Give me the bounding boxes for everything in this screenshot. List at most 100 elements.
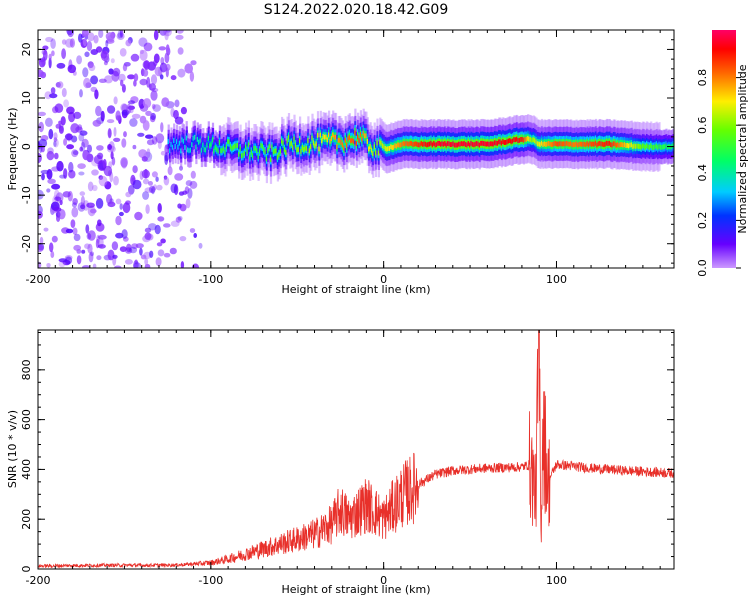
noise-blob — [60, 116, 66, 126]
y-tick-label: 800 — [20, 359, 33, 380]
noise-blob — [113, 126, 117, 137]
noise-blob — [146, 76, 151, 88]
trace-cell — [538, 141, 541, 147]
noise-blob — [163, 223, 171, 228]
trace-cell — [618, 143, 621, 148]
noise-blob — [151, 136, 158, 145]
noise-blob — [41, 49, 47, 55]
trace-cell — [481, 140, 484, 146]
trace-cell — [583, 141, 586, 147]
trace-cell — [328, 132, 331, 138]
trace-cell — [228, 139, 231, 145]
noise-blob — [142, 191, 150, 200]
trace-cell — [253, 145, 256, 151]
x-tick-label: -100 — [198, 273, 223, 286]
noise-blob — [122, 63, 128, 72]
trace-cell — [227, 139, 230, 144]
noise-blob — [98, 30, 104, 38]
noise-blob — [57, 81, 64, 89]
trace-cell — [293, 136, 296, 142]
noise-blob — [139, 78, 148, 86]
trace-cell — [617, 142, 620, 147]
trace-cell — [192, 135, 195, 141]
trace-cell — [437, 141, 440, 146]
noise-blob — [107, 249, 115, 261]
trace-cell — [261, 143, 264, 149]
noise-blob — [177, 68, 186, 78]
trace-cell — [506, 139, 509, 145]
trace-cell — [564, 141, 567, 147]
trace-cell — [453, 142, 456, 148]
trace-cell — [254, 145, 257, 151]
trace-cell — [581, 141, 584, 147]
noise-blob — [138, 149, 148, 159]
noise-blob — [54, 152, 59, 160]
trace-cell — [511, 138, 515, 144]
noise-blob — [54, 103, 64, 113]
trace-cell — [550, 142, 553, 147]
trace-cell — [623, 142, 627, 148]
noise-blob — [145, 110, 152, 116]
noise-blob — [65, 38, 74, 48]
noise-blob — [149, 250, 154, 258]
noise-blob — [150, 90, 158, 101]
x-tick-label: -200 — [26, 273, 51, 286]
noise-blob — [97, 234, 107, 240]
noise-blob — [126, 103, 132, 114]
trace-cell — [404, 141, 407, 147]
trace-cell — [268, 144, 271, 149]
trace-cell — [599, 140, 602, 146]
trace-cell — [199, 138, 202, 144]
noise-blob — [81, 249, 86, 254]
trace-cell — [380, 140, 383, 146]
noise-blob — [121, 229, 128, 239]
noise-blob — [53, 138, 59, 148]
noise-blob — [165, 63, 171, 71]
noise-blob — [100, 110, 105, 122]
noise-blob — [119, 203, 123, 210]
y-tick-label: 600 — [20, 409, 33, 430]
noise-blob — [86, 233, 92, 240]
noise-blob — [87, 243, 93, 254]
trace-cell — [332, 132, 335, 138]
trace-cell — [221, 147, 224, 153]
trace-cell — [363, 133, 367, 139]
noise-blob — [110, 58, 115, 64]
trace-cell — [574, 142, 577, 148]
trace-cell — [357, 134, 360, 140]
trace-cell — [413, 141, 416, 147]
x-tick-label: 100 — [546, 273, 567, 286]
trace-cell — [661, 145, 664, 150]
noise-blob — [66, 144, 74, 150]
trace-cell — [323, 134, 327, 140]
trace-cell — [640, 144, 643, 150]
noise-blob — [58, 258, 68, 263]
trace-cell — [449, 142, 452, 147]
noise-blob — [79, 191, 86, 196]
trace-cell — [406, 141, 409, 147]
trace-cell — [369, 144, 372, 149]
noise-blob — [85, 224, 90, 234]
x-tick-label: -100 — [198, 574, 223, 587]
trace-cell — [178, 140, 181, 146]
trace-cell — [579, 141, 582, 147]
trace-cell — [435, 142, 438, 148]
noise-blob — [158, 46, 167, 51]
trace-cell — [307, 138, 310, 144]
noise-blob — [53, 207, 62, 212]
trace-cell — [242, 152, 245, 158]
trace-cell — [672, 143, 674, 149]
noise-blob — [115, 198, 122, 205]
noise-blob — [164, 154, 169, 166]
trace-cell — [639, 144, 642, 149]
noise-blob — [47, 178, 56, 184]
noise-blob — [119, 246, 127, 253]
noise-blob — [46, 263, 51, 268]
snr-x-ticks: -200 -100 0 100 — [26, 330, 661, 587]
trace-cell — [422, 142, 425, 147]
trace-cell — [243, 150, 246, 156]
snr-x-axis-label: Height of straight line (km) — [281, 583, 430, 596]
noise-blob — [65, 228, 74, 234]
trace-cell — [485, 141, 488, 147]
noise-blob — [174, 116, 184, 125]
